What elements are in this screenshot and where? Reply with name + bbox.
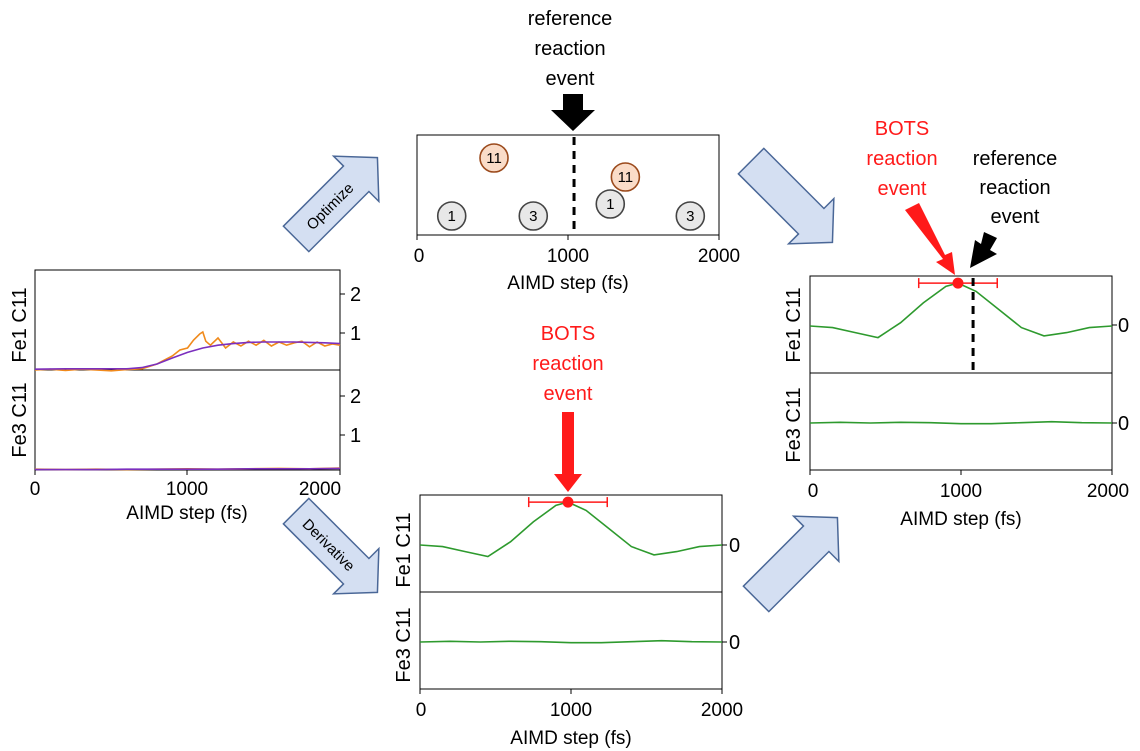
result-series-fe1-curve <box>809 282 1113 339</box>
input-series <box>34 330 341 471</box>
input-yticks: 2 1 2 1 <box>340 284 361 447</box>
optimize-ref-label-line1: reference <box>528 8 613 30</box>
input-xtick-0: 0 <box>30 479 41 500</box>
badge-label-0: 11 <box>486 150 502 167</box>
optimize-ref-label-line3: event <box>546 68 595 90</box>
result-chart: BOTS reaction event reference reaction e… <box>783 118 1129 530</box>
derivative-flow-arrow: Derivative <box>282 497 380 595</box>
badge-label-1: 11 <box>618 169 634 186</box>
deriv-series-fe1-curve <box>419 501 723 558</box>
badge-label-4: 1 <box>606 196 614 213</box>
input-panel1-series-purple <box>35 467 341 471</box>
result-ytick-top-0: 0 <box>1118 315 1129 337</box>
derivative-xtick-2000: 2000 <box>701 700 743 721</box>
result-ylabel-bottom: Fe3 C11 <box>783 387 805 462</box>
derivative-bots-label-line3: event <box>544 383 593 405</box>
result-series-event-point <box>952 277 964 289</box>
result-xtick-2000: 2000 <box>1087 481 1129 502</box>
optimize-xticks: 0 1000 2000 <box>414 235 740 267</box>
result-ref-label-line3: event <box>991 206 1040 228</box>
result-bots-label-line2: reaction <box>866 148 937 170</box>
deriv-series-fe3-curve <box>419 639 723 644</box>
derivative-bots-label-line2: reaction <box>532 353 603 375</box>
optimize-xtick-0: 0 <box>414 246 425 267</box>
optimize-xtick-1000: 1000 <box>547 246 589 267</box>
badge-circle-4 <box>595 189 626 219</box>
badge-circle-1 <box>610 162 641 192</box>
result-ytick-bottom-0: 0 <box>1118 413 1129 435</box>
derivative-yticks: 0 0 <box>722 535 740 654</box>
optimize-ref-arrow <box>551 94 595 131</box>
flow-arrows: Optimize Derivative <box>282 147 840 613</box>
badge-circle-2 <box>436 201 467 231</box>
optimize-xtick-2000: 2000 <box>698 246 740 267</box>
input-panel-top <box>34 269 341 371</box>
badge-label-2: 1 <box>448 208 456 225</box>
result-yticks: 0 0 <box>1112 315 1129 435</box>
derivative-ylabel-top: Fe1 C11 <box>393 512 415 587</box>
result-xtick-0: 0 <box>808 481 819 502</box>
input-xticks: 0 1000 2000 <box>30 470 341 500</box>
result-xlabel: AIMD step (fs) <box>900 509 1021 530</box>
optimize-xlabel: AIMD step (fs) <box>507 273 628 294</box>
input-ytick-top-1: 1 <box>350 323 361 345</box>
derivative-xtick-1000: 1000 <box>550 700 592 721</box>
result-bots-arrow <box>905 203 955 275</box>
optimize-ref-label-line2: reaction <box>534 38 605 60</box>
result-xtick-1000: 1000 <box>940 481 982 502</box>
result-series-fe3-curve <box>809 420 1113 425</box>
result-ref-label-line1: reference <box>973 148 1058 170</box>
input-ylabel-bottom: Fe3 C11 <box>9 382 31 457</box>
optimize-flow-arrow: Optimize <box>282 155 380 253</box>
result-ref-arrow <box>970 232 997 268</box>
derivative-xlabel: AIMD step (fs) <box>510 728 631 749</box>
derivative-chart: BOTS reaction event Fe1 C11 Fe3 C11 0 0 … <box>393 323 743 749</box>
input-panel0-series-purple <box>34 341 341 370</box>
badge-circle-3 <box>518 201 549 231</box>
derivative-ytick-top-0: 0 <box>729 535 740 557</box>
optimize-to-result-arrow <box>737 147 835 245</box>
input-ylabel-top: Fe1 C11 <box>9 287 31 362</box>
badge-circle-0 <box>479 143 509 173</box>
result-xticks: 0 1000 2000 <box>808 470 1129 502</box>
badge-circle-5 <box>675 201 706 231</box>
result-bots-label-line1: BOTS <box>875 118 929 140</box>
derivative-bots-arrow <box>554 412 582 492</box>
derivative-to-result-arrow <box>742 515 840 613</box>
input-ytick-bottom-1: 1 <box>350 425 361 447</box>
result-bots-label-line3: event <box>878 178 927 200</box>
badge-label-3: 3 <box>529 208 537 225</box>
result-panel-top <box>809 275 1113 374</box>
input-xlabel: AIMD step (fs) <box>126 503 247 524</box>
result-series <box>809 277 1113 425</box>
input-xtick-2000: 2000 <box>299 479 341 500</box>
input-panel0-series-orange <box>34 330 341 372</box>
input-ytick-top-2: 2 <box>350 284 361 306</box>
derivative-panel-top <box>419 494 723 593</box>
derivative-series <box>419 496 723 644</box>
badge-label-5: 3 <box>686 208 694 225</box>
result-ref-label-line2: reaction <box>979 177 1050 199</box>
derivative-ylabel-bottom: Fe3 C11 <box>393 607 415 682</box>
input-chart: Fe1 C11 Fe3 C11 2 1 2 1 0 1000 2000 AIMD… <box>9 269 361 524</box>
input-panel-bottom <box>34 369 341 471</box>
derivative-xticks: 0 1000 2000 <box>416 689 743 721</box>
derivative-bots-label-line1: BOTS <box>541 323 595 345</box>
result-ylabel-top: Fe1 C11 <box>783 287 805 362</box>
deriv-series-event-point <box>562 496 574 508</box>
input-xtick-1000: 1000 <box>166 479 208 500</box>
derivative-ytick-bottom-0: 0 <box>729 632 740 654</box>
derivative-xtick-0: 0 <box>416 700 427 721</box>
input-ytick-bottom-2: 2 <box>350 386 361 408</box>
